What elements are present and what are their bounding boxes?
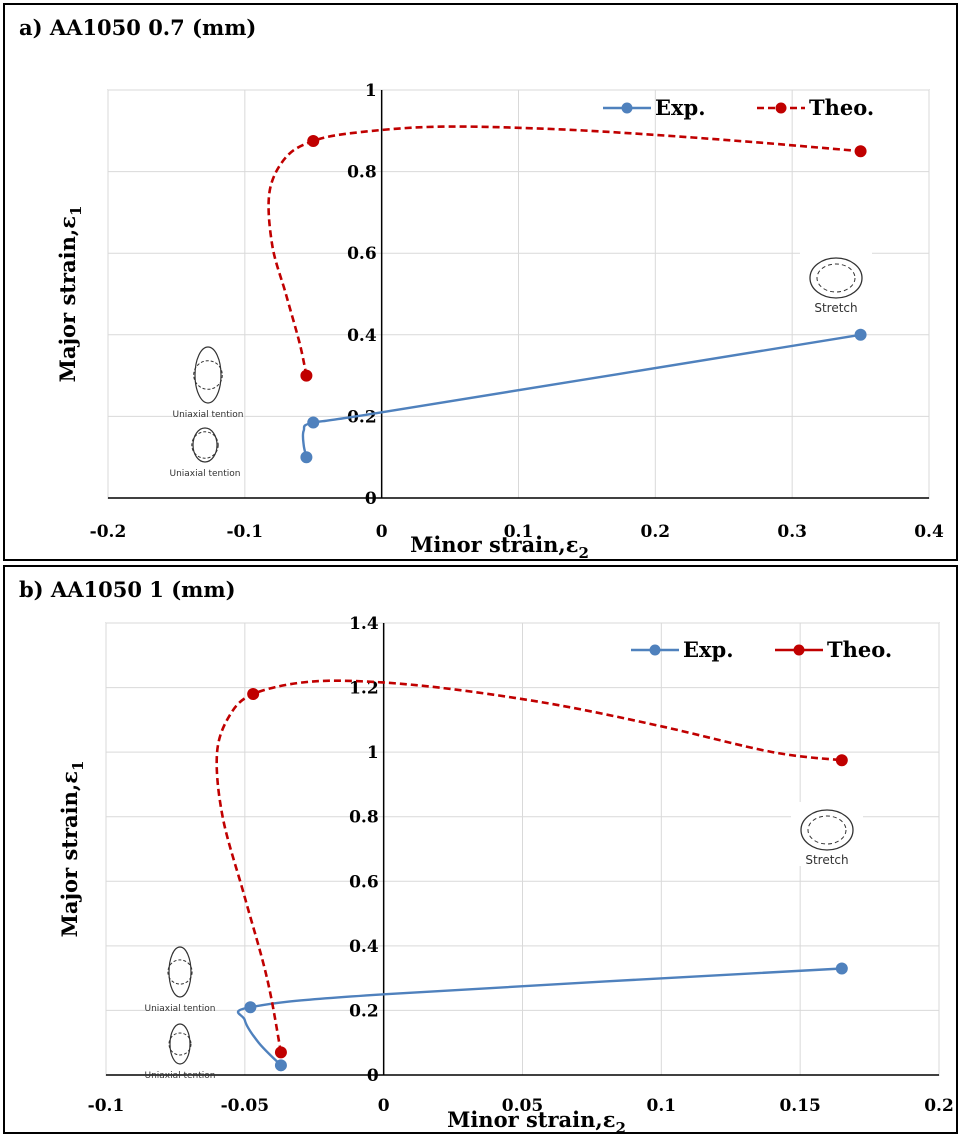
uniaxial-tension-icon: Uniaxial tention	[144, 946, 216, 1014]
x-tick-label: -0.2	[90, 522, 127, 542]
uniaxial-tension-icon: Uniaxial tention	[172, 346, 244, 420]
legend-entry-theo: Theo.	[775, 637, 892, 662]
x-tick-label: 0	[378, 1096, 390, 1116]
chart-b-svg: -0.1 -0.05 0 0.05 0.1 0.15 0.2 0 0.2 0.4 0.6 0.8 1 1.…	[57, 614, 954, 1137]
y-tick-label: 0.2	[349, 1001, 379, 1021]
x-tick-label: 0.1	[504, 522, 534, 542]
x-tick-label: -0.1	[227, 522, 264, 542]
legend-entry-exp: Exp.	[603, 95, 706, 120]
y-tick-label: 0.6	[347, 244, 377, 264]
legend-label: Theo.	[827, 637, 892, 662]
chart-a-svg: -0.2 -0.1 0 0.1 0.2 0.3 0.4 0 0.2 0.4 0.6 0.8 1 Minor…	[55, 81, 944, 562]
x-tick-label: 0.15	[779, 1096, 820, 1116]
x-tick-label: 0.05	[502, 1096, 543, 1116]
chart-panel-b: b) AA1050 1 (mm) -0.1 -0.05 0 0.05 0.1 0.15 0.…	[3, 565, 958, 1137]
x-axis-label: Minor strain,ε2	[447, 1107, 626, 1137]
data-point	[274, 1059, 287, 1072]
stretch-icon: Stretch	[791, 802, 863, 867]
y-tick-label: 0.8	[349, 808, 379, 828]
y-tick-label: 1.2	[349, 679, 379, 699]
series-line-theo	[267, 125, 861, 376]
chart-title: a) AA1050 0.7 (mm)	[19, 15, 257, 40]
icon-label: Uniaxial tention	[169, 469, 240, 479]
data-point	[274, 1046, 287, 1059]
icon-label: Stretch	[814, 301, 857, 315]
y-axis-label: Major strain,ε1	[57, 761, 87, 938]
x-tick-label: 0.4	[914, 522, 944, 542]
x-tick-label: -0.05	[221, 1096, 269, 1116]
data-point	[247, 688, 260, 701]
x-tick-label: 0.2	[641, 522, 671, 542]
y-tick-label: 0	[367, 1066, 379, 1086]
chart-title: b) AA1050 1 (mm)	[19, 577, 236, 602]
x-tick-label: 0.2	[924, 1096, 954, 1116]
icon-label: Stretch	[805, 853, 848, 867]
legend-label: Exp.	[683, 637, 734, 662]
x-tick-label: 0.3	[777, 522, 807, 542]
chart-panel-a: a) AA1050 0.7 (mm) -0.2 -0.1 0 0.1 0.2 0.3 0.4…	[3, 3, 958, 562]
x-tick-label: 0	[376, 522, 388, 542]
y-tick-label: 0.4	[349, 937, 379, 957]
icon-label: Uniaxial tention	[144, 1071, 215, 1081]
y-axis-label: Major strain,ε1	[55, 206, 85, 383]
series-line-exp	[236, 967, 842, 1067]
y-tick-label: 1.4	[349, 614, 379, 634]
data-point	[854, 328, 867, 341]
y-tick-label: 0.4	[347, 326, 377, 346]
legend-label: Exp.	[655, 95, 706, 120]
stretch-icon: Stretch	[800, 250, 872, 315]
series-line-theo	[215, 679, 842, 1053]
y-tick-label: 1	[367, 743, 379, 763]
data-point	[835, 962, 848, 975]
legend-entry-exp: Exp.	[631, 637, 734, 662]
x-axis-label: Minor strain,ε2	[410, 532, 589, 562]
icon-label: Uniaxial tention	[172, 410, 243, 420]
data-point	[300, 369, 313, 382]
y-tick-label: 1	[365, 81, 377, 101]
y-tick-label: 0	[365, 489, 377, 509]
y-tick-label: 0.6	[349, 872, 379, 892]
data-point	[300, 451, 313, 464]
data-point	[307, 135, 320, 147]
x-tick-label: -0.1	[88, 1096, 125, 1116]
x-tick-label: 0.1	[647, 1096, 677, 1116]
y-tick-label: 0.8	[347, 163, 377, 183]
icon-label: Uniaxial tention	[144, 1004, 215, 1014]
data-point	[244, 1001, 257, 1014]
data-point	[854, 145, 867, 158]
legend-label: Theo.	[809, 95, 874, 120]
y-tick-label: 0.2	[347, 407, 377, 427]
data-point	[835, 754, 848, 767]
legend-entry-theo: Theo.	[757, 95, 874, 120]
data-point	[307, 416, 320, 429]
uniaxial-tension-icon: Uniaxial tention	[144, 1023, 216, 1081]
uniaxial-tension-icon: Uniaxial tention	[169, 427, 241, 479]
